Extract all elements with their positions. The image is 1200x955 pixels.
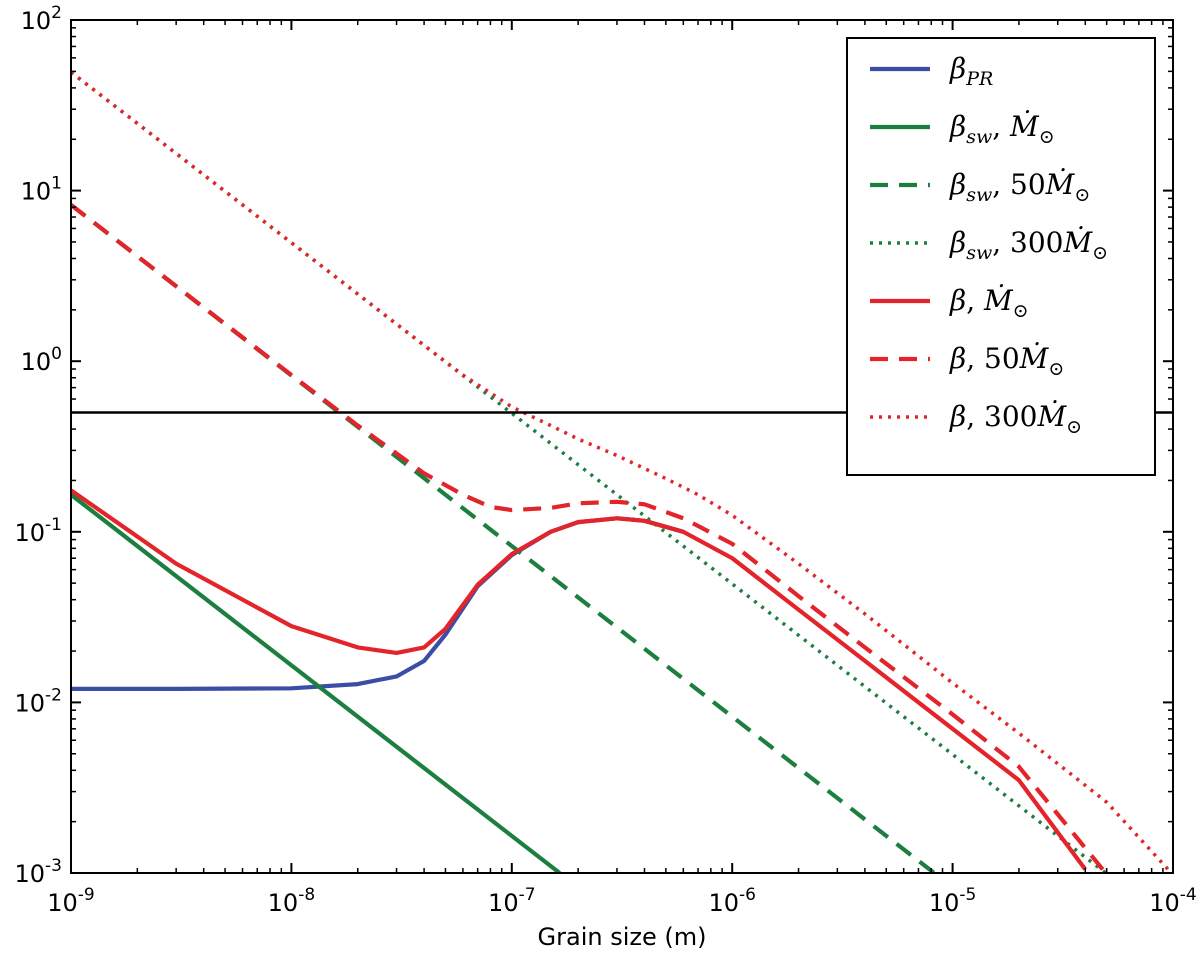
series-line-7 <box>71 70 1170 871</box>
y-tick-label: 10-3 <box>15 856 63 888</box>
series-layer <box>71 70 1170 873</box>
series-line-2 <box>71 493 561 873</box>
legend-label: βPR <box>949 52 993 90</box>
x-axis-title: Grain size (m) <box>538 923 707 951</box>
legend-label: β, 300Ṁ⊙ <box>949 400 1082 438</box>
series-line-6 <box>71 203 1105 871</box>
x-tick-label: 10-5 <box>929 885 977 917</box>
x-tick-label: 10-6 <box>708 885 756 917</box>
x-tick-label: 10-4 <box>1149 885 1197 917</box>
legend-label: βsw, 50Ṁ⊙ <box>949 168 1090 206</box>
x-tick-label: 10-9 <box>47 885 95 917</box>
y-tick-label: 102 <box>21 3 62 35</box>
plot-frame <box>70 19 1174 874</box>
series-line-5 <box>71 488 1087 871</box>
x-tick-label: 10-8 <box>268 885 316 917</box>
legend-box <box>846 37 1156 476</box>
y-tick-label: 10-2 <box>15 685 63 717</box>
ticks-layer: 10-9 10-8 10-7 10-6 10-5 10-4 10-3 10-2 10-1 100 1… <box>15 3 1197 917</box>
legend: βPR βsw, Ṁ⊙ βsw, 50Ṁ⊙ βsw, 300Ṁ⊙ β, Ṁ⊙ β, 50Ṁ… <box>846 37 1156 476</box>
legend-label: β, 50Ṁ⊙ <box>949 342 1064 380</box>
legend-label: βsw, Ṁ⊙ <box>949 110 1055 148</box>
legend-label: β, Ṁ⊙ <box>949 284 1029 322</box>
y-tick-label: 100 <box>21 344 62 376</box>
y-tick-label: 101 <box>21 174 62 206</box>
legend-label: βsw, 300Ṁ⊙ <box>949 226 1108 264</box>
y-tick-label: 10-1 <box>15 515 63 547</box>
x-tick-label: 10-7 <box>488 885 536 917</box>
